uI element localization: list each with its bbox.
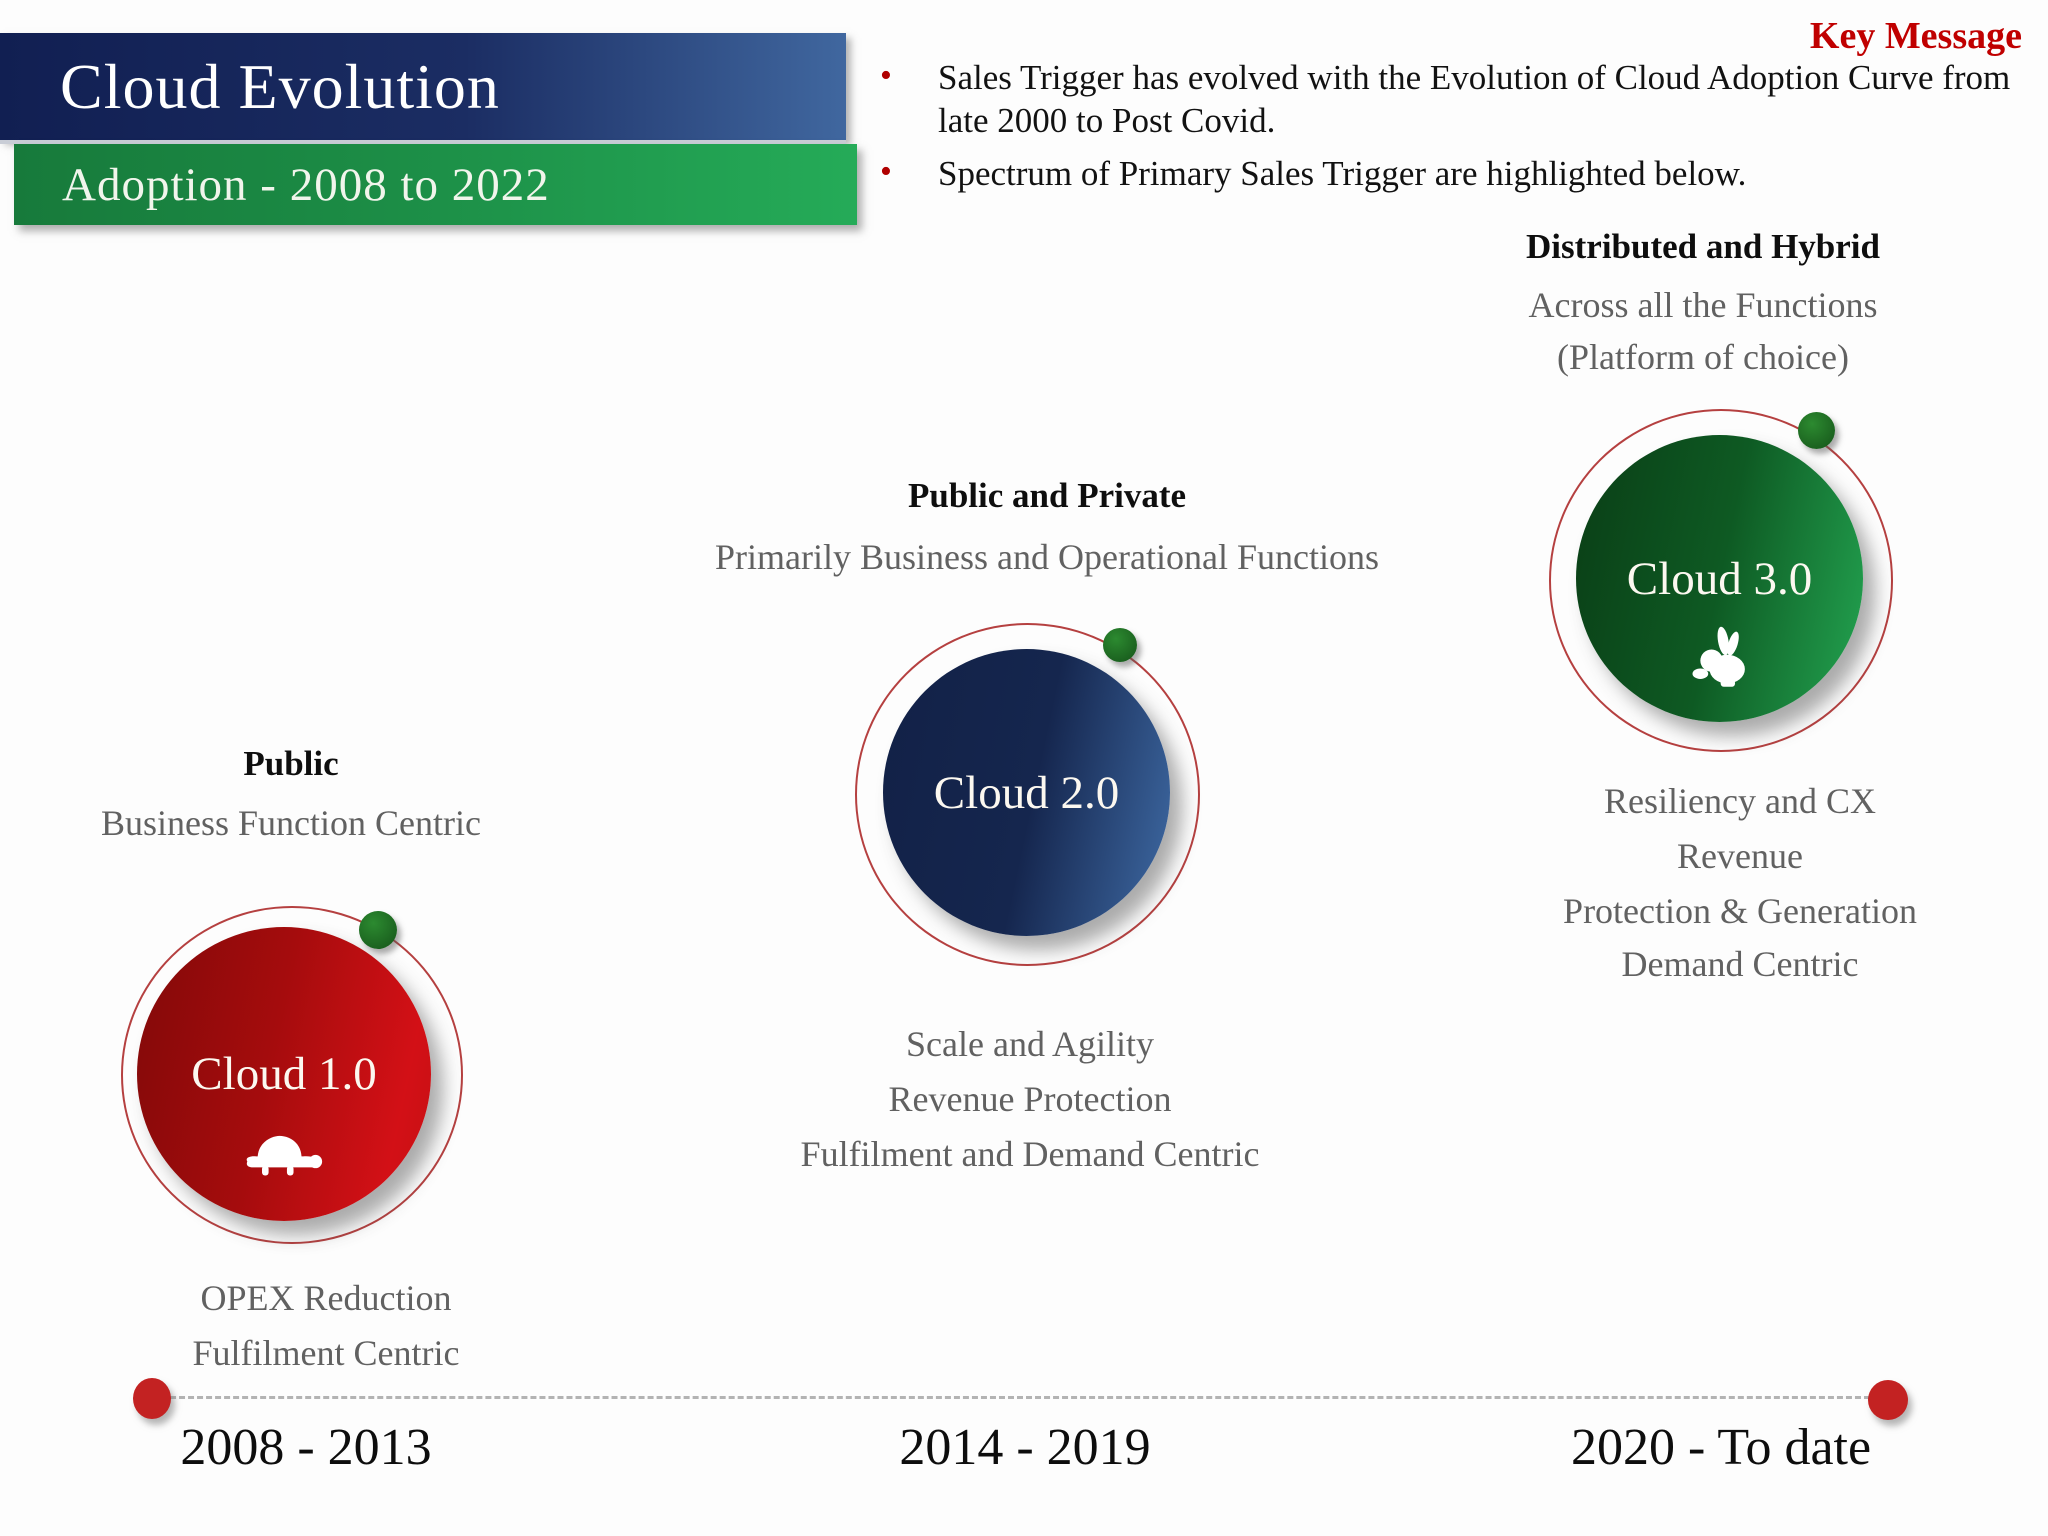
stage-heading: Public [243, 744, 339, 783]
timeline-start-dot [133, 1378, 171, 1419]
rabbit-icon [1692, 626, 1745, 687]
orbit-ring [855, 623, 1200, 966]
cloud1-circle: Cloud 1.0 [137, 927, 431, 1221]
cloud1-label: Cloud 1.0 [191, 1048, 377, 1100]
stage-trigger: Demand Centric [1621, 944, 1859, 984]
orbit-ring [121, 906, 463, 1244]
stage-trigger: Resiliency and CX [1604, 781, 1876, 821]
stage-subheading: Across all the Functions [1528, 285, 1878, 325]
stage-trigger: Protection & Generation [1563, 891, 1917, 931]
stage-period: 2008 - 2013 [180, 1419, 432, 1476]
bullet-dot-icon: • [880, 152, 892, 190]
stage-trigger: Revenue [1677, 836, 1803, 876]
green-dot [359, 911, 397, 949]
stage-trigger: Scale and Agility [906, 1024, 1154, 1064]
stage-trigger: Fulfilment and Demand Centric [800, 1134, 1260, 1174]
green-dot [1103, 628, 1137, 662]
page-title: Cloud Evolution [60, 50, 500, 122]
timeline-end-dot [1868, 1380, 1908, 1420]
stage-heading: Distributed and Hybrid [1526, 227, 1880, 266]
stage-heading: Public and Private [907, 476, 1187, 515]
green-dot [1798, 412, 1835, 449]
subtitle-banner: Adoption - 2008 to 2022 [14, 144, 857, 225]
key-message-heading: Key Message [1809, 15, 2022, 57]
stage-trigger: OPEX Reduction [200, 1278, 452, 1318]
stage-subheading: Business Function Centric [101, 803, 481, 843]
cloud2-circle: Cloud 2.0 [883, 649, 1170, 936]
bullet-text: Spectrum of Primary Sales Trigger are hi… [938, 153, 1747, 193]
bullet-text: Sales Trigger has evolved with the Evolu… [938, 58, 2011, 141]
title-banner: Cloud Evolution [0, 33, 846, 140]
stage-period: 2020 - To date [1570, 1419, 1872, 1476]
stage-subheading: Primarily Business and Operational Funct… [715, 537, 1379, 577]
key-message-bullet: • Spectrum of Primary Sales Trigger are … [880, 152, 2048, 195]
stage-trigger: Fulfilment Centric [192, 1333, 460, 1373]
turtle-icon [246, 1135, 323, 1176]
cloud2-label: Cloud 2.0 [933, 766, 1120, 819]
timeline-dashed-line [152, 1396, 1888, 1399]
banner-divider [0, 140, 846, 144]
key-message-list: • Sales Trigger has evolved with the Evo… [880, 56, 2048, 204]
cloud3-circle: Cloud 3.0 [1576, 435, 1863, 722]
stage-trigger: Revenue Protection [888, 1079, 1172, 1119]
page-subtitle: Adoption - 2008 to 2022 [62, 158, 550, 211]
bullet-dot-icon: • [880, 57, 892, 94]
stage-period: 2014 - 2019 [899, 1419, 1151, 1476]
stage-subheading: (Platform of choice) [1557, 337, 1849, 377]
cloud3-label: Cloud 3.0 [1626, 552, 1813, 605]
orbit-ring [1549, 409, 1893, 752]
key-message-bullet: • Sales Trigger has evolved with the Evo… [880, 56, 2048, 143]
